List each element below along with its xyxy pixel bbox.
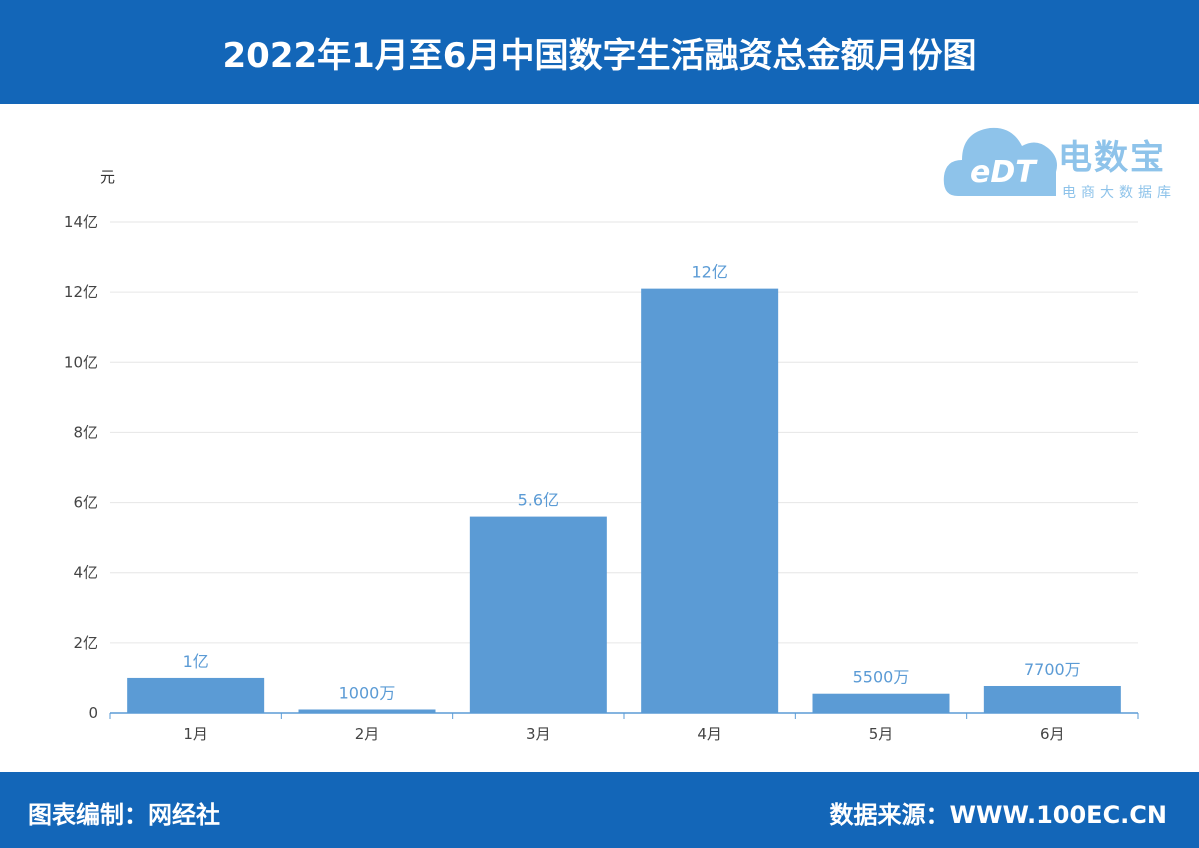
y-axis-unit-label: 元 bbox=[100, 168, 115, 186]
footer-source: 数据来源：WWW.100EC.CN bbox=[829, 801, 1168, 829]
x-tick-label: 3月 bbox=[526, 725, 551, 743]
y-tick-label: 2亿 bbox=[73, 634, 98, 652]
y-tick-label: 14亿 bbox=[64, 213, 98, 231]
x-tick-label: 6月 bbox=[1040, 725, 1065, 743]
data-label: 1000万 bbox=[339, 683, 396, 702]
y-tick-label: 0 bbox=[88, 704, 98, 722]
cloud-logo-icon bbox=[943, 127, 1057, 196]
footer-bar: 图表编制：网经社 数据来源：WWW.100EC.CN bbox=[0, 772, 1199, 848]
bar bbox=[469, 516, 607, 713]
data-label: 7700万 bbox=[1024, 660, 1081, 679]
bar-chart: 元 0 2亿 4亿 6亿 8亿 10亿 12亿 14亿 1亿 1月 1000万 2月 5.6亿 3月 12亿 4… bbox=[64, 168, 1139, 743]
bar bbox=[298, 709, 436, 713]
x-tick-label: 1月 bbox=[183, 725, 208, 743]
x-tick-label: 2月 bbox=[355, 725, 380, 743]
x-tick-label: 4月 bbox=[697, 725, 722, 743]
y-tick-label: 6亿 bbox=[73, 494, 98, 512]
data-label: 1亿 bbox=[183, 652, 209, 671]
bar bbox=[641, 288, 779, 713]
data-label: 12亿 bbox=[691, 263, 727, 282]
logo-mark: eDT bbox=[970, 155, 1036, 190]
bar bbox=[983, 685, 1121, 713]
footer-compiler: 图表编制：网经社 bbox=[28, 801, 220, 829]
data-label: 5500万 bbox=[853, 668, 910, 687]
y-tick-label: 4亿 bbox=[73, 564, 98, 582]
x-tick-label: 5月 bbox=[869, 725, 894, 743]
logo-brand-name: 电数宝 bbox=[1058, 138, 1166, 178]
page-title: 2022年1月至6月中国数字生活融资总金额月份图 bbox=[222, 35, 977, 76]
logo-subtitle: 电商大数据库 bbox=[1062, 185, 1176, 201]
bar bbox=[812, 693, 950, 713]
data-label: 5.6亿 bbox=[518, 491, 559, 510]
y-tick-label: 12亿 bbox=[64, 283, 98, 301]
brand-logo: eDT 电数宝 电商大数据库 bbox=[940, 110, 1190, 206]
y-tick-label: 8亿 bbox=[73, 423, 98, 441]
header-bar: 2022年1月至6月中国数字生活融资总金额月份图 bbox=[0, 0, 1199, 104]
bar bbox=[127, 677, 265, 713]
y-tick-label: 10亿 bbox=[64, 353, 98, 371]
